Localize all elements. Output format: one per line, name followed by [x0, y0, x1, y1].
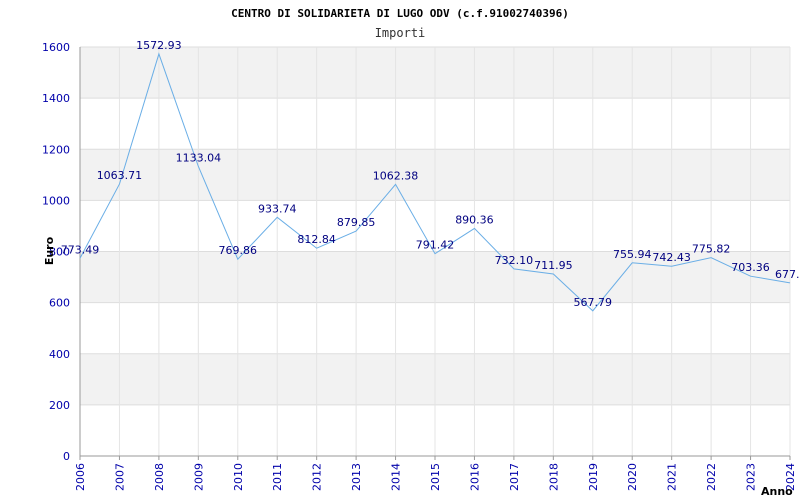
chart-title: CENTRO DI SOLIDARIETA DI LUGO ODV (c.f.9…: [231, 7, 569, 20]
data-label: 791.42: [416, 239, 455, 252]
data-label: 1062.38: [373, 169, 419, 182]
x-tick-label: 2007: [113, 463, 126, 491]
x-tick-label: 2012: [311, 463, 324, 491]
x-tick-label: 2020: [626, 463, 639, 491]
data-label: 703.36: [731, 261, 770, 274]
data-label: 742.43: [652, 251, 691, 264]
x-tick-label: 2009: [192, 463, 205, 491]
data-label: 775.82: [692, 243, 731, 256]
data-label: 755.94: [613, 248, 652, 261]
x-tick-label: 2018: [547, 463, 560, 491]
data-label: 732.10: [495, 254, 534, 267]
data-label: 1572.93: [136, 39, 182, 52]
data-label: 1063.71: [97, 169, 143, 182]
y-tick-label: 0: [63, 450, 70, 463]
data-label: 879.85: [337, 216, 376, 229]
y-tick-label: 1400: [42, 92, 70, 105]
x-tick-label: 2006: [74, 463, 87, 491]
x-tick-label: 2010: [232, 463, 245, 491]
y-tick-label: 800: [49, 246, 70, 259]
y-tick-label: 200: [49, 399, 70, 412]
x-tick-label: 2021: [666, 463, 679, 491]
y-tick-labels: 0 200 400 600 800 1000 1200 1400 1600: [42, 41, 70, 463]
chart-subtitle: Importi: [375, 26, 426, 40]
x-axis-label: Anno: [761, 485, 793, 498]
x-tick-labels: 2006 2007 2008 2009 2010 2011 2012 2013 2014 2015…: [74, 463, 797, 491]
x-tick-label: 2022: [705, 463, 718, 491]
x-tick-label: 2008: [153, 463, 166, 491]
data-label: 711.95: [534, 259, 573, 272]
x-tick-label: 2013: [350, 463, 363, 491]
data-label: 1133.04: [176, 151, 222, 164]
x-tick-label: 2015: [429, 463, 442, 491]
x-tick-label: 2017: [508, 463, 521, 491]
y-tick-label: 600: [49, 297, 70, 310]
y-tick-label: 1000: [42, 194, 70, 207]
data-label: 677.4: [775, 268, 800, 281]
y-tick-label: 1600: [42, 41, 70, 54]
x-tick-label: 2016: [468, 463, 481, 491]
x-tick-label: 2023: [745, 463, 758, 491]
y-tick-label: 400: [49, 348, 70, 361]
data-label: 773.49: [61, 243, 100, 256]
x-tick-label: 2024: [784, 463, 797, 491]
y-axis-label: Euro: [43, 236, 56, 265]
x-tick-label: 2014: [390, 463, 403, 491]
data-label: 933.74: [258, 202, 297, 215]
data-label: 567.79: [574, 296, 613, 309]
x-tick-label: 2019: [587, 463, 600, 491]
data-label: 890.36: [455, 213, 494, 226]
y-tick-label: 1200: [42, 143, 70, 156]
data-label: 812.84: [297, 233, 336, 246]
data-labels: 773.49 1063.71 1572.93 1133.04 769.86 933.74 8…: [61, 39, 800, 309]
data-label: 769.86: [219, 244, 258, 257]
series-line: [79, 52, 791, 312]
x-tick-label: 2011: [271, 463, 284, 491]
